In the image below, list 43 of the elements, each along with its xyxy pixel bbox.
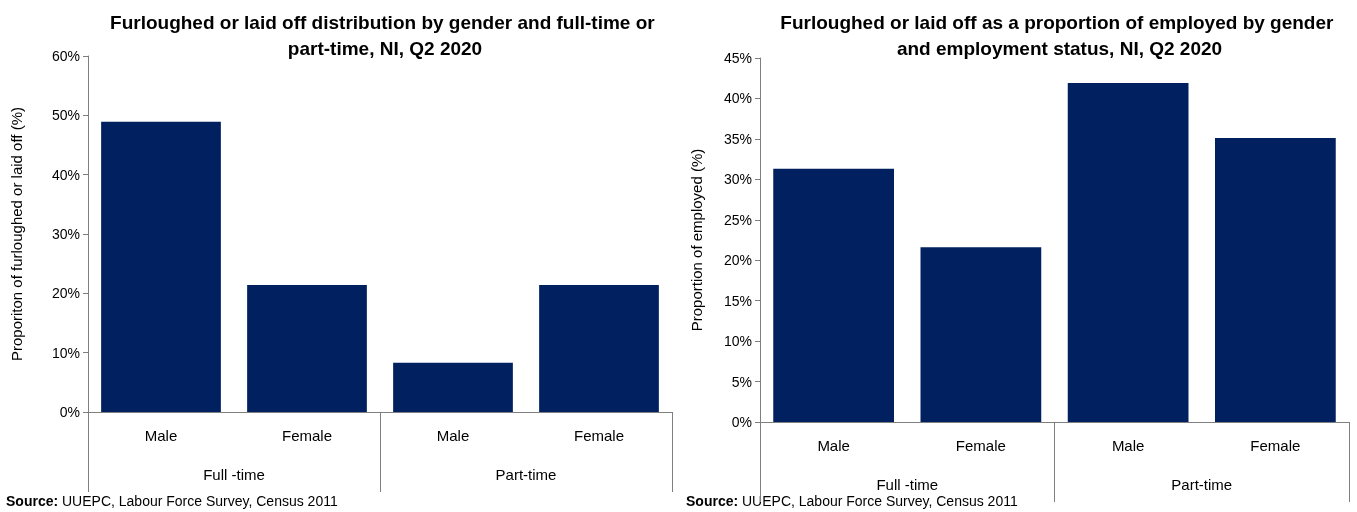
y-tick-label: 10% [723,333,752,350]
bar [101,121,221,412]
bar [539,285,659,412]
y-tick-label: 35% [723,130,752,147]
y-tick-label: 40% [51,166,80,183]
x-tick-label: Male [144,427,178,444]
y-tick-label: 20% [723,252,752,269]
y-tick-label: 60% [51,48,80,64]
bar [773,168,894,422]
bar [247,285,367,412]
y-tick-label: 20% [51,285,80,302]
source-note: Source: UUEPC, Labour Force Survey, Census 2011 [6,493,338,509]
y-tick-label: 50% [51,107,80,124]
x-tick-label: Female [573,427,625,444]
bar [1215,138,1336,422]
x-tick-label: Male [817,437,850,454]
x-tick-label: Female [281,427,333,444]
x-tick-label: Male [1111,437,1145,454]
y-tick-label: 5% [731,373,752,390]
bar [393,362,513,412]
y-tick-label: 15% [723,292,752,309]
y-axis-title: Proportion of employed (%) [688,148,705,332]
y-tick-label: 0% [731,414,752,430]
y-tick-label: 10% [51,344,80,361]
y-tick-label: 45% [723,50,752,66]
y-axis-title: Proporiton of furloughed or laid off (%) [8,106,25,362]
x-tick-label: Female [1250,437,1301,454]
x-tick-label: Female [955,437,1006,454]
x-tick-label: Male [436,427,470,444]
y-tick-label: 25% [723,211,752,228]
chart-title: Furloughed or laid off as a proportion of employed by gender and employment status, NI, Q2 2020 [780,11,1339,59]
chart-title: Furloughed or laid off distribution by gender and full-time or part-time, NI, Q2 2020 [110,11,660,59]
bar [1067,83,1189,422]
y-tick-label: 30% [723,171,752,188]
source-note: Source: UUEPC, Labour Force Survey, Census 2011 [686,493,1018,509]
bar [920,247,1042,422]
text: Full -time [876,476,939,493]
y-tick-label: 40% [723,90,752,107]
text: Full -time [203,466,265,483]
text: Part-time [495,466,557,483]
y-tick-label: 0% [59,404,80,420]
text: Part-time [1171,476,1233,493]
y-tick-label: 30% [51,226,80,242]
